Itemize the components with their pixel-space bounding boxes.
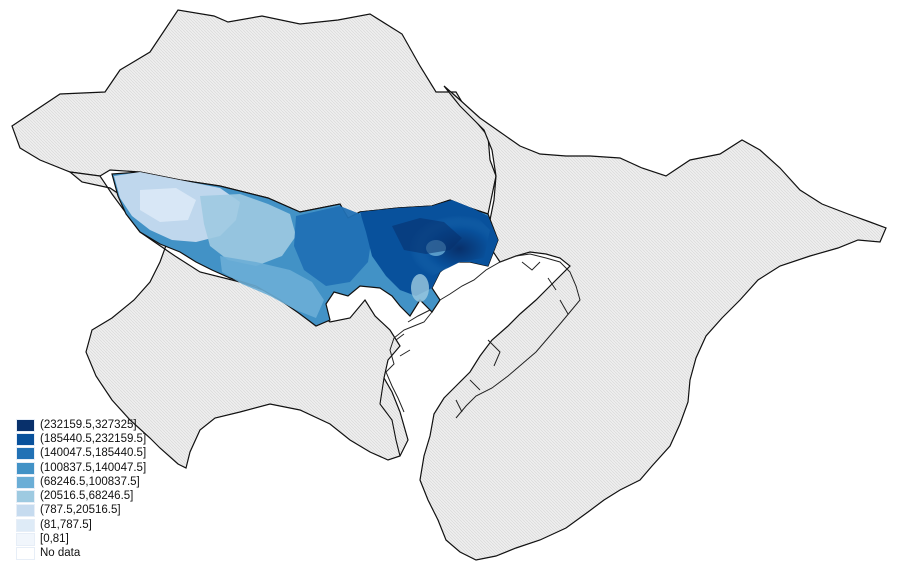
region-chiba: [419, 85, 887, 561]
legend-swatch: [16, 418, 35, 432]
legend-item: (20516.5,68246.5]: [16, 489, 256, 504]
legend-label: (185440.5,232159.5]: [40, 432, 147, 445]
legend-item: (232159.5,327325]: [16, 418, 256, 432]
legend-item: [0,81]: [16, 532, 256, 547]
legend-swatch: [16, 475, 35, 489]
legend-label: [0,81]: [40, 533, 69, 546]
legend-label: (20516.5,68246.5]: [40, 490, 134, 503]
legend-item: (100837.5,140047.5]: [16, 461, 256, 475]
legend-swatch: [16, 490, 35, 504]
legend-item: (787.5,20516.5]: [16, 504, 256, 518]
bay-coastline: [385, 253, 581, 419]
map-legend: (232159.5,327325] (185440.5,232159.5] (1…: [16, 418, 256, 561]
miura-peninsula: [379, 377, 401, 457]
legend-label: (81,787.5]: [40, 518, 92, 531]
legend-swatch: [16, 504, 35, 518]
legend-label: (232159.5,327325]: [40, 418, 137, 431]
legend-item: No data: [16, 547, 256, 561]
legend-swatch: [16, 432, 35, 446]
legend-label: No data: [40, 547, 81, 560]
legend-label: (100837.5,140047.5]: [40, 461, 147, 474]
legend-label: (787.5,20516.5]: [40, 504, 121, 517]
region-saitama: [11, 9, 497, 219]
legend-item: (81,787.5]: [16, 518, 256, 532]
legend-swatch: [16, 547, 35, 561]
legend-swatch: [16, 461, 35, 475]
legend-swatch: [16, 447, 35, 461]
legend-swatch: [16, 518, 35, 532]
legend-label: (140047.5,185440.5]: [40, 447, 147, 460]
legend-swatch: [16, 533, 35, 547]
legend-item: (185440.5,232159.5]: [16, 432, 256, 446]
legend-item: (68246.5,100837.5]: [16, 475, 256, 489]
region-tokyo: [111, 171, 499, 327]
legend-item: (140047.5,185440.5]: [16, 447, 256, 461]
legend-label: (68246.5,100837.5]: [40, 475, 140, 488]
